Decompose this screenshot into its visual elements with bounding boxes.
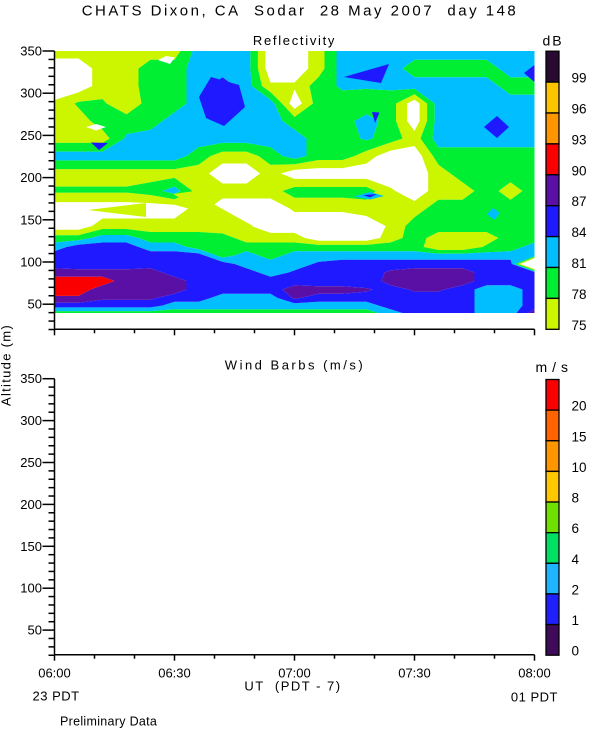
svg-text:15: 15: [572, 429, 587, 444]
svg-text:300: 300: [20, 86, 42, 101]
svg-text:07:30: 07:30: [398, 666, 431, 681]
svg-text:100: 100: [20, 255, 42, 270]
svg-text:06:30: 06:30: [158, 666, 191, 681]
svg-text:100: 100: [20, 581, 42, 596]
svg-text:96: 96: [572, 102, 587, 117]
svg-text:m/s: m/s: [536, 359, 574, 375]
svg-text:0: 0: [572, 644, 580, 659]
svg-text:Preliminary Data: Preliminary Data: [60, 715, 157, 729]
svg-text:250: 250: [20, 455, 42, 470]
svg-text:CHATS Dixon, CA Sodar 28 May: CHATS Dixon, CA Sodar 28 May 2007 day 14…: [82, 3, 519, 20]
svg-text:8: 8: [572, 491, 580, 506]
svg-text:2: 2: [572, 582, 580, 597]
svg-text:Wind Barbs (m/s): Wind Barbs (m/s): [225, 358, 365, 373]
svg-text:dB: dB: [543, 33, 564, 49]
svg-text:350: 350: [20, 44, 42, 59]
svg-text:150: 150: [20, 539, 42, 554]
svg-text:81: 81: [572, 256, 587, 271]
svg-text:UT (PDT - 7): UT (PDT - 7): [244, 679, 341, 694]
svg-text:4: 4: [572, 552, 580, 567]
svg-text:150: 150: [20, 212, 42, 227]
svg-text:90: 90: [572, 163, 587, 178]
svg-text:78: 78: [572, 287, 587, 302]
svg-text:87: 87: [572, 194, 587, 209]
svg-text:300: 300: [20, 413, 42, 428]
svg-text:50: 50: [28, 297, 42, 312]
svg-text:20: 20: [572, 399, 587, 414]
svg-text:Altitude (m): Altitude (m): [0, 324, 14, 406]
svg-text:01 PDT: 01 PDT: [511, 690, 558, 705]
svg-text:23 PDT: 23 PDT: [33, 689, 80, 704]
svg-text:1: 1: [572, 613, 580, 628]
svg-text:200: 200: [20, 170, 42, 185]
svg-text:99: 99: [572, 71, 587, 86]
svg-text:75: 75: [572, 318, 587, 333]
svg-text:93: 93: [572, 132, 587, 147]
svg-text:06:00: 06:00: [38, 666, 71, 681]
svg-text:50: 50: [28, 623, 42, 638]
svg-text:84: 84: [572, 225, 588, 240]
svg-text:07:00: 07:00: [278, 666, 311, 681]
svg-text:08:00: 08:00: [518, 666, 551, 681]
svg-text:350: 350: [20, 371, 42, 386]
svg-text:6: 6: [572, 521, 580, 536]
svg-text:Reflectivity: Reflectivity: [253, 33, 336, 48]
svg-text:200: 200: [20, 497, 42, 512]
svg-text:250: 250: [20, 128, 42, 143]
svg-text:10: 10: [572, 460, 587, 475]
